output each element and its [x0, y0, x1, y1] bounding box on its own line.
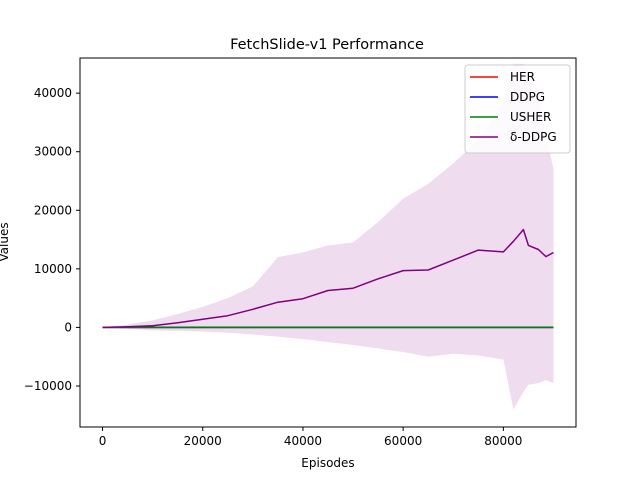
x-tick-label-3: 60000: [384, 434, 422, 448]
plot-frame: [79, 57, 577, 428]
x-tick-label-0: 0: [99, 434, 107, 448]
x-tick-label-2: 40000: [284, 434, 322, 448]
legend-label-2: USHER: [510, 110, 551, 124]
y-tick-label-2: 10000: [34, 262, 72, 276]
x-tick-label-1: 20000: [184, 434, 222, 448]
legend-box: [464, 64, 571, 154]
legend-label-1: DDPG: [510, 90, 545, 104]
series-line-3: [102, 228, 554, 329]
x-tick-label-4: 80000: [484, 434, 522, 448]
y-tick-label-1: 0: [64, 320, 72, 334]
legend-label-0: HER: [510, 70, 535, 84]
axes: 0 20000 40000 60000 80000 −10000 0 10000 20000 30…: [24, 86, 523, 448]
legend: HER DDPG USHER δ-DDPG: [464, 64, 571, 154]
y-tick-label-5: 40000: [34, 86, 72, 100]
y-tick-label-4: 30000: [34, 145, 72, 159]
y-tick-label-3: 20000: [34, 203, 72, 217]
chart-title: FetchSlide-v1 Performance: [230, 37, 424, 53]
plot-area: [102, 63, 554, 410]
x-axis-label: Episodes: [301, 456, 354, 470]
legend-label-3: δ-DDPG: [510, 130, 557, 144]
y-axis-label: Values: [0, 222, 11, 261]
y-tick-label-0: −10000: [24, 379, 72, 393]
series-band-3: [102, 63, 554, 410]
